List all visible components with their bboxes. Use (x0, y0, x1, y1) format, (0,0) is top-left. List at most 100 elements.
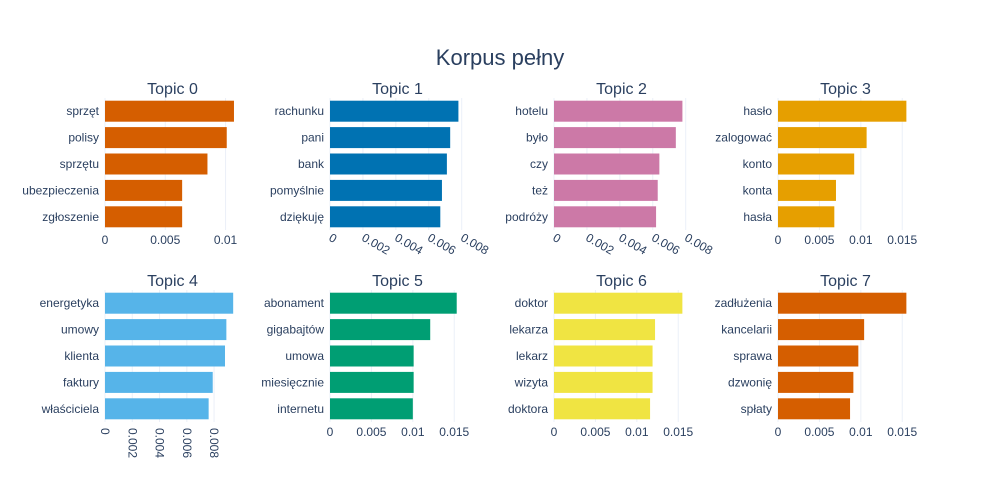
category-label: doktora (508, 402, 548, 416)
bar (330, 179, 442, 201)
tick-label: 0.01 (849, 233, 873, 247)
category-label: dzwonię (728, 375, 772, 389)
category-label: polisy (68, 131, 99, 145)
category-label: konta (743, 183, 773, 197)
subplot-title: Topic 6 (596, 273, 647, 290)
bar (330, 127, 451, 149)
subplot-6: Topic 6doktorlekarzalekarzwizytadoktora0… (508, 273, 694, 439)
subplot-title: Topic 3 (820, 81, 871, 98)
tick-label: 0.006 (649, 230, 682, 257)
category-label: hotelu (515, 104, 548, 118)
tick-label: 0.005 (356, 425, 386, 439)
category-label: zalogować (715, 131, 772, 145)
bar (330, 398, 413, 420)
category-label: też (532, 183, 548, 197)
category-label: sprzętu (60, 157, 99, 171)
bar (554, 292, 683, 314)
category-label: gigabajtów (267, 323, 325, 337)
bar (778, 319, 865, 341)
tick-label: 0.015 (663, 425, 693, 439)
bar (778, 206, 835, 228)
tick-label: 0.005 (580, 425, 610, 439)
bar (554, 153, 660, 175)
category-label: lekarza (509, 323, 548, 337)
tick-label: 0 (327, 230, 340, 246)
bar (778, 371, 854, 393)
category-label: umowa (285, 349, 324, 363)
category-label: czy (530, 157, 548, 171)
tick-label: 0.01 (214, 233, 238, 247)
tick-label: 0.005 (804, 233, 834, 247)
bar (105, 371, 213, 393)
tick-label: 0.01 (401, 425, 425, 439)
tick-label: 0 (551, 230, 564, 246)
tick-label: 0.015 (887, 233, 917, 247)
category-label: konto (743, 157, 773, 171)
bar (554, 398, 651, 420)
subplot-4: Topic 4 energetyka umowy klienta faktury właś… (40, 273, 234, 458)
subplot-title: Topic 1 (372, 81, 423, 98)
bar (330, 206, 441, 228)
bar (105, 398, 209, 420)
category-label: hasła (743, 210, 772, 224)
bar (105, 319, 227, 341)
bar (554, 319, 656, 341)
tick-label: 0.01 (849, 425, 873, 439)
category-label: lekarz (516, 349, 548, 363)
tick-label: 0.004 (153, 428, 167, 458)
category-label: miesięcznie (261, 375, 324, 389)
tick-label: 0.015 (439, 425, 469, 439)
bar (105, 153, 208, 175)
bar (778, 292, 907, 314)
tick-label: 0.002 (359, 230, 392, 257)
category-label: wizyta (514, 375, 549, 389)
bar (330, 292, 457, 314)
bar (778, 153, 855, 175)
category-label: ubezpieczenia (22, 183, 99, 197)
bar (778, 345, 859, 367)
category-label: internetu (277, 402, 324, 416)
subplot-title: Topic 7 (820, 273, 871, 290)
bar (105, 345, 225, 367)
category-label: właściciela (41, 402, 100, 416)
category-label: sprzęt (66, 104, 99, 118)
tick-label: 0.004 (392, 230, 425, 257)
subplot-title: Topic 4 (147, 273, 198, 290)
tick-label: 0 (551, 425, 558, 439)
bar (105, 100, 234, 122)
bar (778, 127, 867, 149)
bar (330, 371, 414, 393)
bar (105, 179, 183, 201)
tick-label: 0.004 (616, 230, 649, 257)
tick-label: 0.005 (804, 425, 834, 439)
category-label: bank (298, 157, 325, 171)
tick-label: 0.005 (150, 233, 180, 247)
tick-label: 0.015 (887, 425, 917, 439)
tick-label: 0 (98, 428, 112, 435)
tick-label: 0.002 (583, 230, 616, 257)
category-label: kancelarii (721, 323, 772, 337)
bar (330, 319, 431, 341)
tick-label: 0 (775, 233, 782, 247)
category-label: hasło (743, 104, 772, 118)
tick-label: 0.002 (125, 428, 139, 458)
category-label: spłaty (741, 402, 772, 416)
tick-label: 0.006 (425, 230, 458, 257)
bar (554, 100, 683, 122)
tick-label: 0.01 (625, 425, 649, 439)
category-label: pani (301, 131, 324, 145)
subplot-5: Topic 5 abonament gigabajtów umowa miesięczn… (261, 273, 469, 439)
category-label: zadłużenia (715, 296, 773, 310)
tick-label: 0.006 (180, 428, 194, 458)
category-label: energetyka (40, 296, 100, 310)
bar (105, 206, 183, 228)
bar (778, 100, 907, 122)
tick-label: 0 (102, 233, 109, 247)
subplot-title: Topic 0 (147, 81, 198, 98)
bar (778, 398, 851, 420)
subplot-7: Topic 7 zadłużenia kancelarii sprawa dzwonię… (715, 273, 918, 439)
category-label: umowy (61, 323, 99, 337)
category-label: abonament (264, 296, 325, 310)
